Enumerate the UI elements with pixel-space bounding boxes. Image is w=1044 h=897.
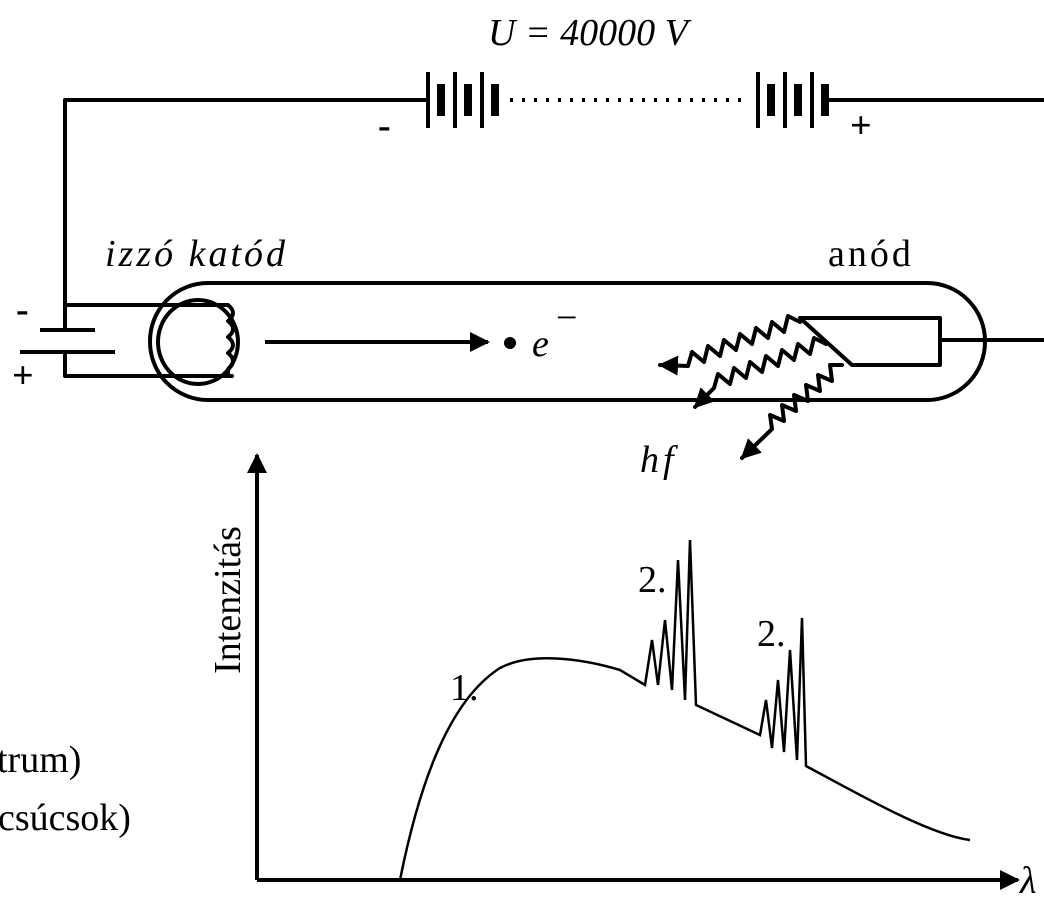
minus-sign: - [378,105,391,147]
y-axis-label: Intenzitás [207,526,249,674]
peak-label: 2. [638,559,667,601]
peak-label: 2. [757,613,786,655]
battery [426,72,829,128]
electron [504,337,516,349]
anode [798,316,1044,367]
x-axis-label: λ [1019,860,1036,897]
electron-label: e [532,323,549,365]
spectrum: Intenzitás λ 1. 2. 2. [207,453,1036,897]
electron-charge: − [556,297,577,339]
anode-label: anód [828,233,914,275]
plus-sign: + [12,355,34,397]
circuit: U = 40000 V - + - + [12,12,1044,397]
legend-text: trum) [0,739,81,781]
continuous-label: 1. [450,667,479,709]
plus-sign: + [850,105,872,147]
voltage-label: U = 40000 V [488,12,692,54]
wire [63,98,1044,307]
minus-sign: - [16,289,29,331]
spectrum-curve [398,539,971,881]
filament [188,303,235,378]
x-ray [693,336,828,409]
legend-text: csúcsok) [0,797,131,839]
photon-label: hf [640,439,678,481]
x-ray [740,363,844,460]
tube: e − izzó katód anód hf [105,233,1044,481]
cathode [156,298,240,386]
x-ray [658,314,802,376]
cathode-label: izzó katód [105,233,288,275]
